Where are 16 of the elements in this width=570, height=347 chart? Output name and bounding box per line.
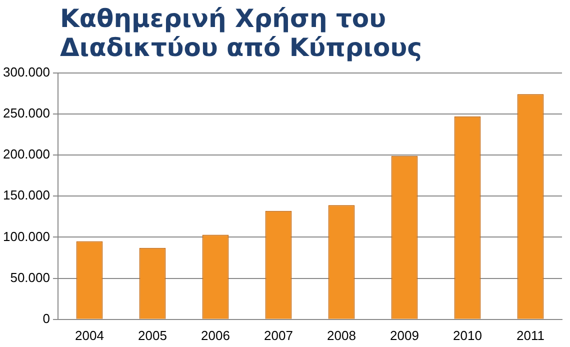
y-tick-label: 0 <box>42 310 50 326</box>
x-tick-label: 2006 <box>201 328 230 343</box>
y-tick-label: 250.000 <box>2 105 50 120</box>
y-tick-label: 100.000 <box>2 228 50 244</box>
x-tick-label: 2009 <box>390 328 419 343</box>
x-tick-label: 2010 <box>453 328 482 343</box>
y-tick-label: 150.000 <box>2 188 50 203</box>
x-tick-label: 2004 <box>75 328 104 343</box>
x-tick-label: 2011 <box>516 328 544 343</box>
y-tick-label: 300.000 <box>2 64 50 80</box>
chart-title: Καθημερινή Χρήση του Διαδικτύου από Κύπριους <box>60 4 423 62</box>
x-tick-label: 2008 <box>327 328 356 343</box>
x-tick-label: 2007 <box>264 328 293 343</box>
y-tick-label: 200.000 <box>2 146 50 162</box>
x-tick-label: 2005 <box>138 328 167 343</box>
y-tick-label: 50.000 <box>10 270 50 285</box>
